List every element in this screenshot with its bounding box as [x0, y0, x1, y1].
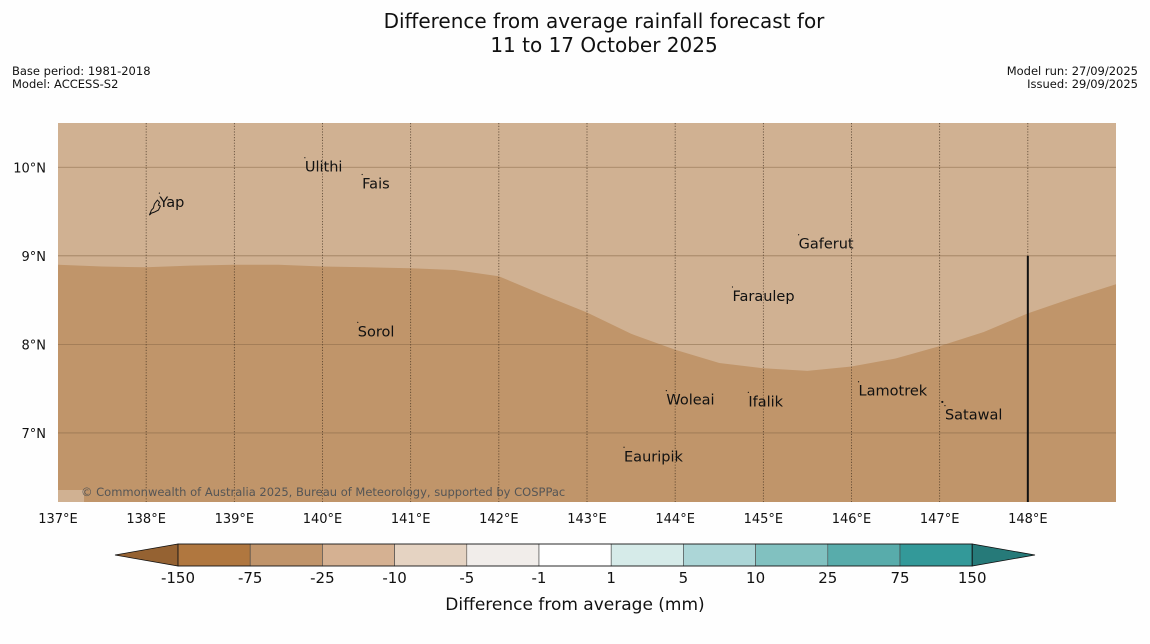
place-dot-eauripik [623, 446, 625, 448]
lat-tick-label: 9°N [22, 250, 47, 265]
legend-tick-label: -75 [238, 569, 263, 587]
legend-tick-label: 25 [818, 569, 837, 587]
lon-tick-label: 145°E [744, 512, 784, 527]
issued-text: Issued: 29/09/2025 [1027, 77, 1138, 91]
place-label-sorol: Sorol [358, 324, 395, 340]
lon-tick-label: 142°E [479, 512, 519, 527]
place-label-lamotrek: Lamotrek [859, 384, 928, 400]
place-label-gaferut: Gaferut [799, 237, 854, 253]
legend-swatch-10 [899, 543, 973, 567]
lon-tick-label: 143°E [567, 512, 607, 527]
legend-tick-label: 5 [679, 569, 689, 587]
legend-swatch-6 [610, 543, 684, 567]
place-dot-lamotrek [857, 381, 860, 383]
region-edge-shading [58, 490, 84, 502]
place-label-fais: Fais [362, 177, 389, 193]
map-axes: 137°E 138°E 139°E 140°E 141°E 142°E 143°E 144°E… [13, 161, 1047, 527]
place-label-faraulep: Faraulep [732, 289, 794, 305]
lon-tick-label: 147°E [920, 512, 960, 527]
place-dot-woleai [665, 389, 667, 392]
place-dot-gaferut [798, 234, 800, 236]
place-dot-ulithi [304, 157, 306, 159]
place-label-ifalik: Ifalik [748, 394, 783, 410]
lat-tick-label: 7°N [22, 427, 47, 442]
legend-bar-outline [177, 543, 973, 567]
lat-tick-label: 8°N [22, 338, 47, 353]
place-label-eauripik: Eauripik [624, 449, 683, 465]
meta-right: Model run: 27/09/2025 Issued: 29/09/2025 [1007, 65, 1138, 91]
legend-swatch-4 [466, 543, 540, 567]
place-dot-faraulep [731, 286, 734, 288]
lon-tick-label: 140°E [303, 512, 343, 527]
map-title-line-2: 11 to 17 October 2025 [490, 33, 718, 57]
place-dot-ifalik [747, 391, 749, 393]
place-dot-yap [158, 192, 160, 194]
legend-low-extend [114, 543, 179, 567]
lon-tick-label: 139°E [215, 512, 255, 527]
legend-swatch-3 [394, 543, 468, 567]
lon-tick-label: 141°E [391, 512, 431, 527]
legend-tick-label: 10 [746, 569, 765, 587]
copyright-text: © Commonwealth of Australia 2025, Bureau… [81, 485, 565, 499]
legend-tick-label: 150 [958, 569, 987, 587]
lon-tick-label: 137°E [38, 512, 78, 527]
legend-swatch-5 [538, 543, 612, 567]
lon-tick-label: 148°E [1008, 512, 1048, 527]
model-text: Model: ACCESS-S2 [12, 77, 119, 91]
legend-swatch-8 [755, 543, 829, 567]
legend-swatch-7 [683, 543, 756, 567]
base-period-text: Base period: 1981-2018 [12, 64, 151, 78]
legend-tick-label: -25 [310, 569, 335, 587]
lon-tick-label: 146°E [832, 512, 872, 527]
legend-tick-label: -5 [459, 569, 474, 587]
legend-tick-label: -150 [161, 569, 195, 587]
map-title: Difference from average rainfall forecas… [0, 9, 1150, 57]
legend-high-extend [971, 543, 1036, 567]
lon-tick-label: 144°E [655, 512, 695, 527]
legend-swatch-2 [322, 543, 395, 567]
legend-title: Difference from average (mm) [445, 595, 704, 615]
legend-swatch-9 [827, 543, 901, 567]
island-dot [941, 400, 944, 404]
place-label-satawal: Satawal [945, 408, 1002, 424]
legend-tick-label: 75 [890, 569, 909, 587]
legend-swatch-1 [249, 543, 323, 567]
lat-tick-label: 10°N [13, 161, 46, 176]
lon-tick-label: 138°E [126, 512, 166, 527]
legend-tick-label: -10 [382, 569, 407, 587]
legend-swatch-0 [177, 543, 251, 567]
place-dot-sorol [357, 321, 359, 324]
place-dot-fais [361, 173, 363, 176]
place-label-ulithi: Ulithi [305, 160, 343, 176]
yap-island-outline [148, 199, 162, 216]
map-title-line-1: Difference from average rainfall forecas… [383, 9, 825, 33]
legend-tick-label: 1 [606, 569, 616, 587]
legend-tick-label: -1 [532, 569, 547, 587]
place-label-woleai: Woleai [666, 393, 714, 409]
place-label-yap: Yap [158, 195, 184, 211]
model-run-text: Model run: 27/09/2025 [1006, 64, 1138, 78]
map-clipped-layer: Ulithi Fais Yap Gaferut Faraulep Sorol Lamotre… [58, 123, 1116, 502]
meta-left: Base period: 1981-2018 Model: ACCESS-S2 [12, 65, 151, 91]
colorbar-legend: -150 -75 -25 -10 -5 -1 1 5 10 25 75 150 Difference f… [114, 543, 1036, 615]
map-area: Ulithi Fais Yap Gaferut Faraulep Sorol Lamotre… [58, 123, 1116, 502]
place-dot-satawal [944, 405, 946, 407]
